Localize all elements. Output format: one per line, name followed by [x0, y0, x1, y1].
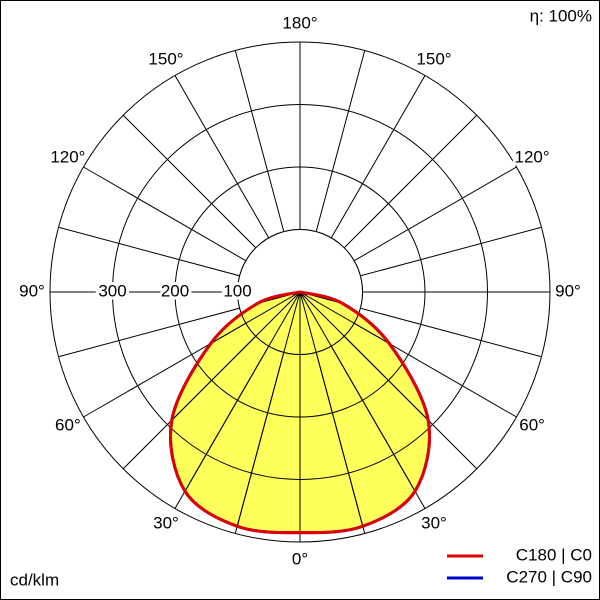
- legend-label: C270 | C90: [506, 567, 592, 586]
- radial-label: 300: [98, 281, 126, 300]
- light-fill: [300, 292, 430, 533]
- spoke: [170, 292, 301, 470]
- curves: [169, 290, 431, 535]
- light-fill: [170, 292, 300, 533]
- efficiency: η: 100%: [530, 6, 592, 25]
- light-curve: [169, 290, 301, 535]
- radial-label: 200: [161, 281, 189, 300]
- angle-label: 180°: [282, 13, 317, 32]
- angle-label: 60°: [519, 415, 545, 434]
- angle-label: 150°: [416, 49, 451, 68]
- spoke: [299, 292, 366, 533]
- labels: 0° 30° 30° 60° 60° 90° 90° 120° 120° 150° 150° 180°…: [16, 10, 592, 586]
- angle-label: 120°: [50, 147, 85, 166]
- angle-label: 150°: [148, 49, 183, 68]
- angle-label: 90°: [555, 281, 581, 300]
- light-curve: [299, 290, 431, 535]
- spoke: [299, 292, 430, 470]
- legend-label: C180 | C0: [516, 545, 592, 564]
- radial-label: 100: [223, 281, 251, 300]
- unit-label: cd/klm: [10, 570, 59, 589]
- angle-label: 0°: [292, 549, 308, 568]
- spoke: [234, 292, 301, 533]
- spoke: [299, 292, 426, 509]
- spoke: [174, 292, 301, 509]
- angle-label: 30°: [421, 514, 447, 533]
- angle-label: 120°: [515, 147, 550, 166]
- angle-label: 90°: [19, 281, 45, 300]
- fills: [170, 292, 430, 533]
- outer-ring: [49, 41, 551, 543]
- angle-label: 30°: [153, 514, 179, 533]
- angle-label: 60°: [55, 415, 81, 434]
